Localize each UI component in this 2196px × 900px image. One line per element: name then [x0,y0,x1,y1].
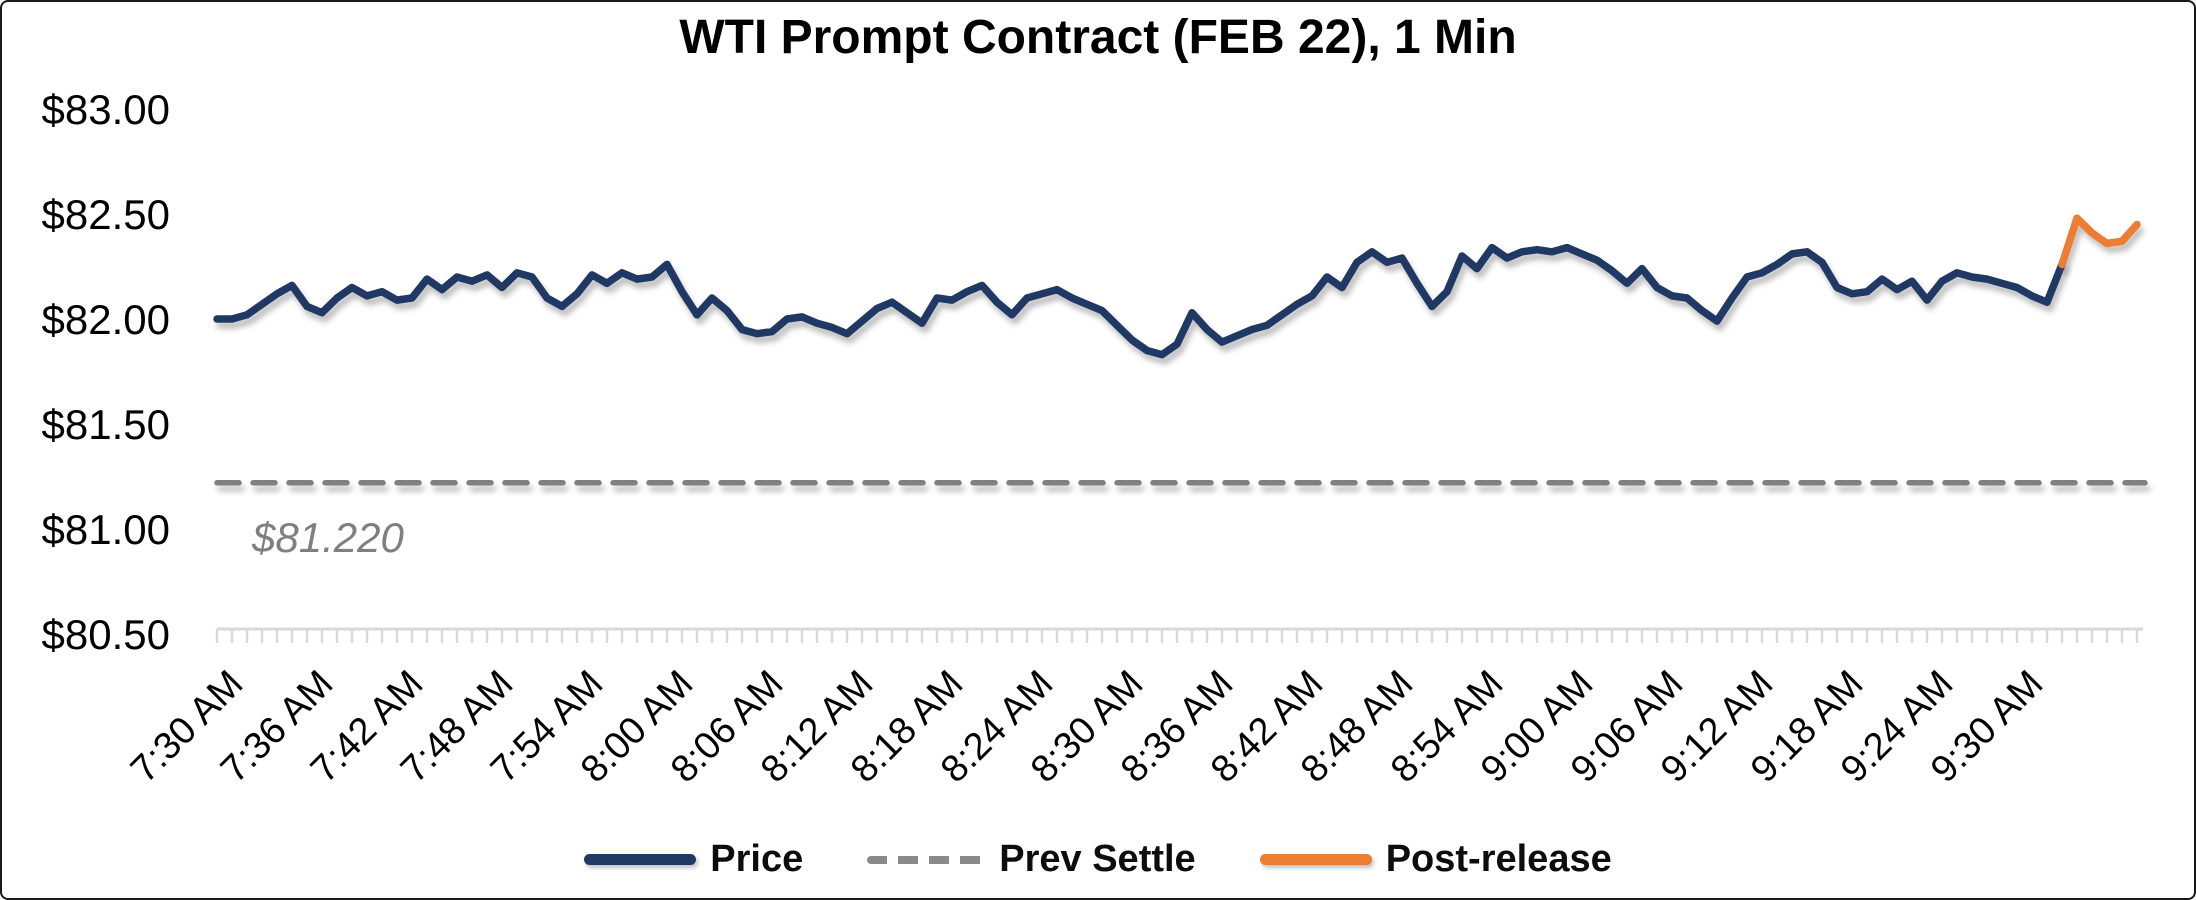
y-axis-tick-label: $82.50 [42,191,170,238]
legend-label-post-release: Post-release [1385,838,1612,880]
y-axis-tick-label: $82.00 [42,296,170,343]
legend-item-prev-settle: Prev Settle [867,838,1196,881]
legend-item-price: Price [584,838,803,881]
y-axis-tick-label: $83.00 [42,86,170,133]
prev-settle-annotation: $81.220 [252,514,404,561]
chart-legend: Price Prev Settle Post-release [2,838,2194,881]
price-line [213,243,2066,359]
y-axis-tick-label: $80.50 [42,611,170,658]
y-axis-tick-label: $81.50 [42,401,170,448]
legend-label-price: Price [710,838,804,880]
price-line-swatch [584,854,697,865]
legend-item-post-release: Post-release [1259,838,1612,881]
prev-settle-line-swatch [867,855,986,864]
x-axis-minor-ticks [215,629,2139,643]
chart-title: WTI Prompt Contract (FEB 22), 1 Min [679,11,1517,64]
post-release-line-swatch [1259,854,1372,865]
legend-label-prev-settle: Prev Settle [999,838,1196,880]
y-axis-tick-label: $81.00 [42,506,170,553]
post-release-line [2058,214,2141,269]
